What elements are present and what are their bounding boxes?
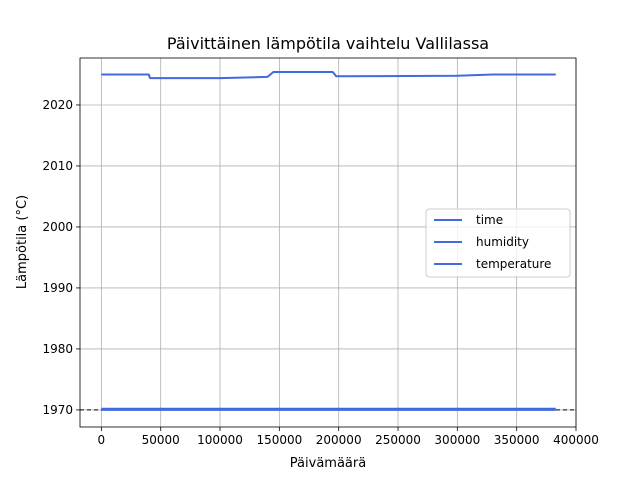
y-tick-label: 2010 (42, 159, 73, 173)
x-axis-ticks: 0 50000 100000 150000 200000 250000 300000 3500… (98, 427, 599, 447)
x-tick-label: 150000 (256, 433, 302, 447)
legend-box (425, 208, 571, 278)
legend-label-humidity: humidity (476, 235, 529, 249)
x-tick-label: 100000 (197, 433, 243, 447)
series-line-time (101, 71, 556, 80)
y-axis-ticks: 1970 1980 1990 2000 2010 2020 (42, 98, 80, 417)
x-tick-label: 0 (98, 433, 106, 447)
legend-label-time: time (476, 213, 503, 227)
series-group (101, 71, 556, 411)
x-tick-label: 50000 (142, 433, 180, 447)
y-tick-label: 1970 (42, 403, 73, 417)
x-tick-label: 300000 (434, 433, 480, 447)
x-tick-label: 350000 (494, 433, 540, 447)
x-axis-label: Päivämäärä (290, 456, 366, 471)
x-tick-label: 400000 (553, 433, 599, 447)
legend-label-temperature: temperature (476, 257, 551, 271)
y-tick-label: 2020 (42, 98, 73, 112)
legend-items: time humidity temperature (434, 213, 551, 271)
y-axis-label: Lämpötila (°C) (15, 195, 30, 289)
x-tick-label: 250000 (375, 433, 421, 447)
plot-frame (79, 57, 577, 428)
legend: time humidity temperature (425, 208, 571, 278)
y-tick-label: 2000 (42, 220, 73, 234)
y-tick-label: 1980 (42, 342, 73, 356)
chart-title: Päivittäinen lämpötila vaihtelu Vallilas… (167, 34, 489, 53)
x-tick-label: 200000 (316, 433, 362, 447)
y-tick-label: 1990 (42, 281, 73, 295)
